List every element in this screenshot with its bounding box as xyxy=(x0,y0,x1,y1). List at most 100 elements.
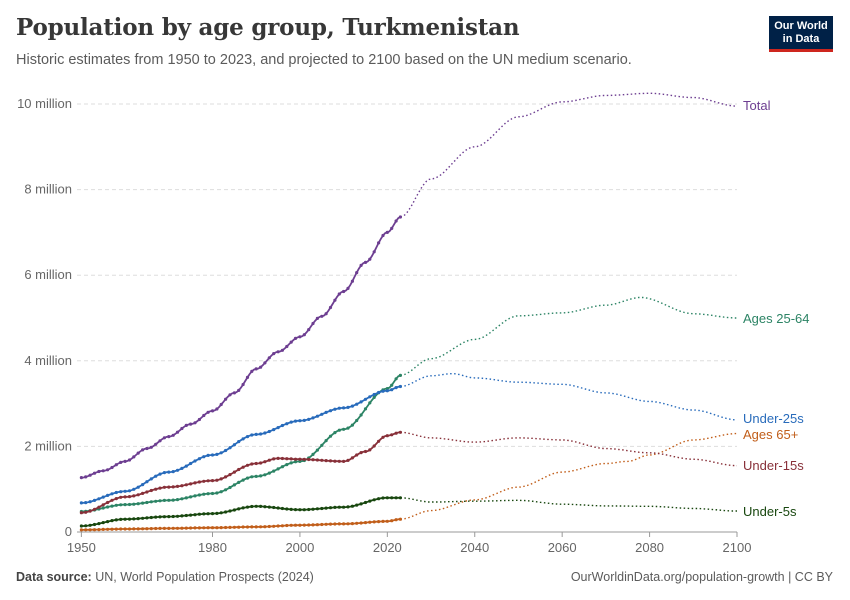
data-point-ages-65 xyxy=(92,528,97,532)
data-point-ages-25-64 xyxy=(224,488,228,492)
data-point-under-25s xyxy=(101,495,105,499)
data-point-under-15s xyxy=(215,478,219,482)
y-tick-label: 8 million xyxy=(24,182,72,197)
data-point-ages-25-64 xyxy=(333,431,337,435)
data-point-under-5s xyxy=(328,506,333,510)
data-point-ages-65 xyxy=(149,527,153,531)
data-point-ages-25-64 xyxy=(350,423,354,427)
data-point-total xyxy=(368,257,372,261)
data-point-ages-65 xyxy=(189,526,193,530)
owid-logo[interactable]: Our World in Data xyxy=(769,16,833,52)
data-point-under-25s xyxy=(123,489,127,493)
data-point-under-5s xyxy=(280,506,284,511)
source-url-link[interactable]: OurWorldinData.org/population-growth | C… xyxy=(570,570,833,584)
data-point-total xyxy=(324,312,328,316)
data-point-under-5s xyxy=(285,507,289,511)
data-point-ages-25-64 xyxy=(359,413,363,417)
data-point-under-15s xyxy=(210,479,215,483)
data-point-ages-25-64 xyxy=(197,493,201,497)
data-point-under-15s xyxy=(385,434,389,438)
data-point-under-5s xyxy=(346,505,350,509)
data-point-under-25s xyxy=(114,490,118,495)
logo-line-2: in Data xyxy=(782,33,820,45)
data-point-under-25s xyxy=(368,395,372,399)
data-point-under-5s xyxy=(219,511,223,515)
data-point-ages-65 xyxy=(333,522,337,526)
data-point-under-5s xyxy=(272,505,276,510)
data-point-ages-25-64 xyxy=(363,407,368,411)
data-point-under-25s xyxy=(145,480,149,484)
data-point-under-25s xyxy=(215,452,219,456)
data-point-under-5s xyxy=(132,517,136,521)
data-point-under-15s xyxy=(97,505,101,509)
data-point-under-15s xyxy=(394,431,398,435)
data-point-under-25s xyxy=(285,422,289,426)
data-point-under-25s xyxy=(119,490,123,494)
data-point-under-15s xyxy=(285,457,289,461)
data-point-under-25s xyxy=(210,453,215,457)
data-point-under-5s xyxy=(149,515,153,520)
y-tick-label: 10 million xyxy=(17,96,72,111)
data-point-under-15s xyxy=(219,477,223,481)
data-point-under-25s xyxy=(79,501,83,505)
data-point-ages-65 xyxy=(79,528,83,532)
data-point-total xyxy=(342,289,346,294)
y-tick-label: 2 million xyxy=(24,438,72,453)
data-point-under-25s xyxy=(180,466,184,470)
data-point-under-15s xyxy=(355,453,359,457)
data-point-ages-25-64 xyxy=(132,502,136,506)
data-point-total xyxy=(272,352,276,356)
data-point-ages-25-64 xyxy=(315,448,319,452)
data-point-total xyxy=(110,465,114,470)
data-point-under-25s xyxy=(328,409,333,413)
data-point-under-25s xyxy=(363,397,368,401)
data-point-under-15s xyxy=(149,488,153,493)
data-point-ages-25-64 xyxy=(289,461,293,465)
data-point-total xyxy=(250,369,254,373)
data-point-ages-65 xyxy=(154,526,158,531)
data-point-under-5s xyxy=(307,507,311,512)
data-point-under-15s xyxy=(241,465,245,469)
data-point-ages-65 xyxy=(162,526,166,531)
data-point-under-15s xyxy=(193,481,197,485)
data-point-ages-25-64 xyxy=(385,387,389,391)
data-point-under-5s xyxy=(390,496,394,500)
data-point-total xyxy=(197,417,201,422)
data-point-under-25s xyxy=(228,446,232,450)
data-point-under-25s xyxy=(298,419,302,423)
data-point-under-15s xyxy=(276,456,280,460)
data-point-ages-25-64 xyxy=(119,503,123,507)
data-point-under-25s xyxy=(355,402,359,406)
data-point-ages-25-64 xyxy=(342,427,346,431)
data-point-total xyxy=(132,455,136,459)
data-point-under-25s xyxy=(219,451,223,455)
data-point-ages-65 xyxy=(245,525,250,529)
data-point-under-25s xyxy=(350,404,354,408)
data-point-ages-25-64 xyxy=(293,460,298,464)
data-point-ages-25-64 xyxy=(189,495,193,499)
data-point-under-15s xyxy=(245,463,250,467)
series-lines xyxy=(79,92,738,532)
data-point-under-25s xyxy=(267,429,271,434)
data-point-total xyxy=(285,344,289,349)
data-point-ages-65 xyxy=(259,525,263,529)
data-point-ages-65 xyxy=(250,525,254,529)
data-point-total xyxy=(158,439,162,443)
data-point-ages-25-64 xyxy=(237,480,241,484)
data-point-under-15s xyxy=(158,486,162,490)
data-point-ages-25-64 xyxy=(101,506,105,510)
data-point-ages-65 xyxy=(337,522,341,526)
series-line-ages-25-64-projected xyxy=(400,296,737,377)
data-point-total xyxy=(224,397,228,401)
data-point-under-15s xyxy=(293,457,298,461)
data-point-ages-25-64 xyxy=(232,483,236,487)
data-point-total xyxy=(145,446,149,451)
data-point-ages-25-64 xyxy=(180,497,184,501)
data-point-total xyxy=(307,328,311,332)
data-point-ages-25-64 xyxy=(346,426,350,430)
data-point-under-5s xyxy=(298,508,302,512)
data-point-under-15s xyxy=(110,498,114,502)
data-point-under-15s xyxy=(119,495,123,499)
data-point-under-5s xyxy=(189,513,193,517)
data-point-total xyxy=(363,260,368,264)
